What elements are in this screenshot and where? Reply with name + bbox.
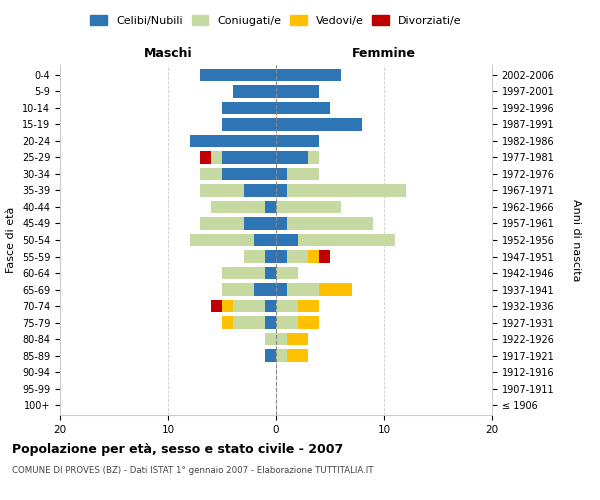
- Bar: [287, 250, 308, 262]
- Bar: [265, 350, 276, 362]
- Bar: [276, 300, 298, 312]
- Bar: [276, 284, 287, 296]
- Bar: [276, 168, 287, 180]
- Bar: [308, 152, 319, 164]
- Bar: [265, 300, 276, 312]
- Bar: [276, 85, 319, 98]
- Bar: [276, 68, 341, 81]
- Bar: [233, 300, 265, 312]
- Bar: [276, 152, 308, 164]
- Bar: [222, 118, 276, 130]
- Bar: [233, 316, 265, 328]
- Bar: [276, 267, 298, 279]
- Bar: [200, 184, 244, 196]
- Bar: [254, 234, 276, 246]
- Bar: [190, 234, 254, 246]
- Bar: [211, 201, 265, 213]
- Bar: [308, 250, 319, 262]
- Bar: [211, 300, 222, 312]
- Bar: [200, 168, 222, 180]
- Bar: [265, 316, 276, 328]
- Bar: [276, 218, 287, 230]
- Bar: [200, 218, 244, 230]
- Bar: [244, 250, 265, 262]
- Bar: [265, 250, 276, 262]
- Bar: [287, 168, 319, 180]
- Bar: [265, 267, 276, 279]
- Bar: [222, 152, 276, 164]
- Bar: [298, 316, 319, 328]
- Text: Femmine: Femmine: [352, 47, 416, 60]
- Bar: [287, 218, 373, 230]
- Bar: [233, 85, 276, 98]
- Bar: [276, 201, 341, 213]
- Bar: [276, 135, 319, 147]
- Bar: [276, 333, 287, 345]
- Bar: [298, 300, 319, 312]
- Text: COMUNE DI PROVES (BZ) - Dati ISTAT 1° gennaio 2007 - Elaborazione TUTTITALIA.IT: COMUNE DI PROVES (BZ) - Dati ISTAT 1° ge…: [12, 466, 373, 475]
- Text: Popolazione per età, sesso e stato civile - 2007: Popolazione per età, sesso e stato civil…: [12, 442, 343, 456]
- Bar: [265, 201, 276, 213]
- Bar: [211, 152, 222, 164]
- Bar: [190, 135, 276, 147]
- Bar: [200, 68, 276, 81]
- Bar: [265, 333, 276, 345]
- Bar: [254, 284, 276, 296]
- Bar: [222, 102, 276, 114]
- Bar: [287, 350, 308, 362]
- Legend: Celibi/Nubili, Coniugati/e, Vedovi/e, Divorziati/e: Celibi/Nubili, Coniugati/e, Vedovi/e, Di…: [86, 10, 466, 30]
- Text: Maschi: Maschi: [143, 47, 193, 60]
- Bar: [222, 284, 254, 296]
- Bar: [222, 300, 233, 312]
- Bar: [276, 234, 298, 246]
- Y-axis label: Anni di nascita: Anni di nascita: [571, 198, 581, 281]
- Bar: [276, 102, 330, 114]
- Bar: [222, 316, 233, 328]
- Bar: [319, 284, 352, 296]
- Bar: [319, 250, 330, 262]
- Bar: [276, 350, 287, 362]
- Bar: [276, 316, 298, 328]
- Bar: [244, 218, 276, 230]
- Bar: [276, 250, 287, 262]
- Bar: [298, 234, 395, 246]
- Bar: [222, 267, 265, 279]
- Bar: [200, 152, 211, 164]
- Y-axis label: Fasce di età: Fasce di età: [7, 207, 16, 273]
- Bar: [287, 284, 319, 296]
- Bar: [276, 118, 362, 130]
- Bar: [287, 333, 308, 345]
- Bar: [276, 184, 287, 196]
- Bar: [287, 184, 406, 196]
- Bar: [244, 184, 276, 196]
- Bar: [222, 168, 276, 180]
